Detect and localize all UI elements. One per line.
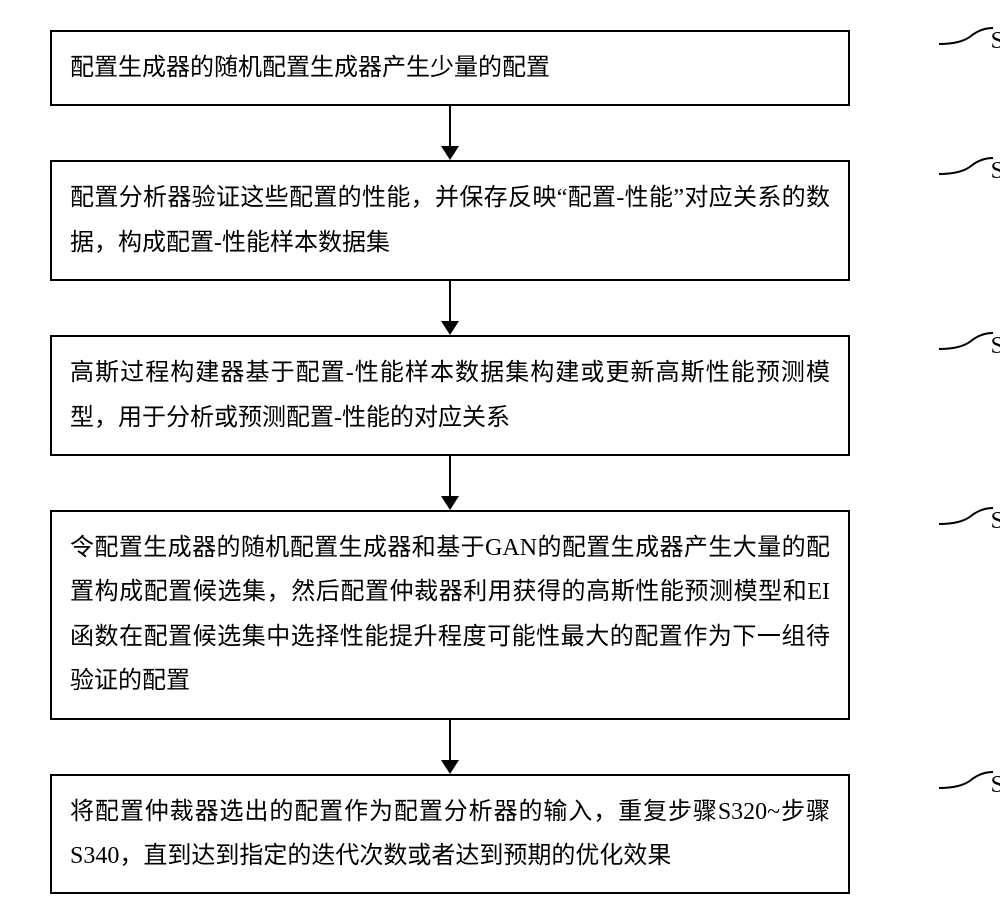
step-box: 配置分析器验证这些配置的性能，并保存反映“配置-性能”对应关系的数据，构成配置-…: [50, 160, 850, 281]
step-s330: 高斯过程构建器基于配置-性能样本数据集构建或更新高斯性能预测模型，用于分析或预测…: [50, 335, 950, 456]
step-text: 令配置生成器的随机配置生成器和基于GAN的配置生成器产生大量的配置构成配置候选集…: [70, 526, 830, 704]
step-box: 高斯过程构建器基于配置-性能样本数据集构建或更新高斯性能预测模型，用于分析或预测…: [50, 335, 850, 456]
flowchart-root: 配置生成器的随机配置生成器产生少量的配置 S310 配置分析器验证这些配置的性能…: [50, 30, 950, 894]
step-label: S350: [991, 772, 1000, 799]
step-s320: 配置分析器验证这些配置的性能，并保存反映“配置-性能”对应关系的数据，构成配置-…: [50, 160, 950, 281]
step-label-wrap: S320: [939, 156, 1000, 194]
arrow-down: [50, 720, 850, 774]
label-connector-curve: [939, 506, 993, 544]
step-box: 配置生成器的随机配置生成器产生少量的配置: [50, 30, 850, 106]
step-label-wrap: S340: [939, 506, 1000, 544]
arrow-down: [50, 456, 850, 510]
step-text: 配置分析器验证这些配置的性能，并保存反映“配置-性能”对应关系的数据，构成配置-…: [70, 176, 830, 265]
step-box: 令配置生成器的随机配置生成器和基于GAN的配置生成器产生大量的配置构成配置候选集…: [50, 510, 850, 720]
step-text: 高斯过程构建器基于配置-性能样本数据集构建或更新高斯性能预测模型，用于分析或预测…: [70, 351, 830, 440]
step-label: S330: [991, 333, 1000, 360]
step-s350: 将配置仲裁器选出的配置作为配置分析器的输入，重复步骤S320~步骤S340，直到…: [50, 774, 950, 895]
arrow-down: [50, 106, 850, 160]
step-label: S320: [991, 158, 1000, 185]
step-label-wrap: S330: [939, 331, 1000, 369]
label-connector-curve: [939, 331, 993, 369]
step-text: 配置生成器的随机配置生成器产生少量的配置: [70, 46, 830, 90]
step-label-wrap: S310: [939, 26, 1000, 64]
label-connector-curve: [939, 156, 993, 194]
label-connector-curve: [939, 770, 993, 808]
step-text: 将配置仲裁器选出的配置作为配置分析器的输入，重复步骤S320~步骤S340，直到…: [70, 790, 830, 879]
step-label: S310: [991, 28, 1000, 55]
step-label-wrap: S350: [939, 770, 1000, 808]
arrow-down: [50, 281, 850, 335]
step-s310: 配置生成器的随机配置生成器产生少量的配置 S310: [50, 30, 950, 106]
step-s340: 令配置生成器的随机配置生成器和基于GAN的配置生成器产生大量的配置构成配置候选集…: [50, 510, 950, 720]
step-label: S340: [991, 508, 1000, 535]
step-box: 将配置仲裁器选出的配置作为配置分析器的输入，重复步骤S320~步骤S340，直到…: [50, 774, 850, 895]
label-connector-curve: [939, 26, 993, 64]
